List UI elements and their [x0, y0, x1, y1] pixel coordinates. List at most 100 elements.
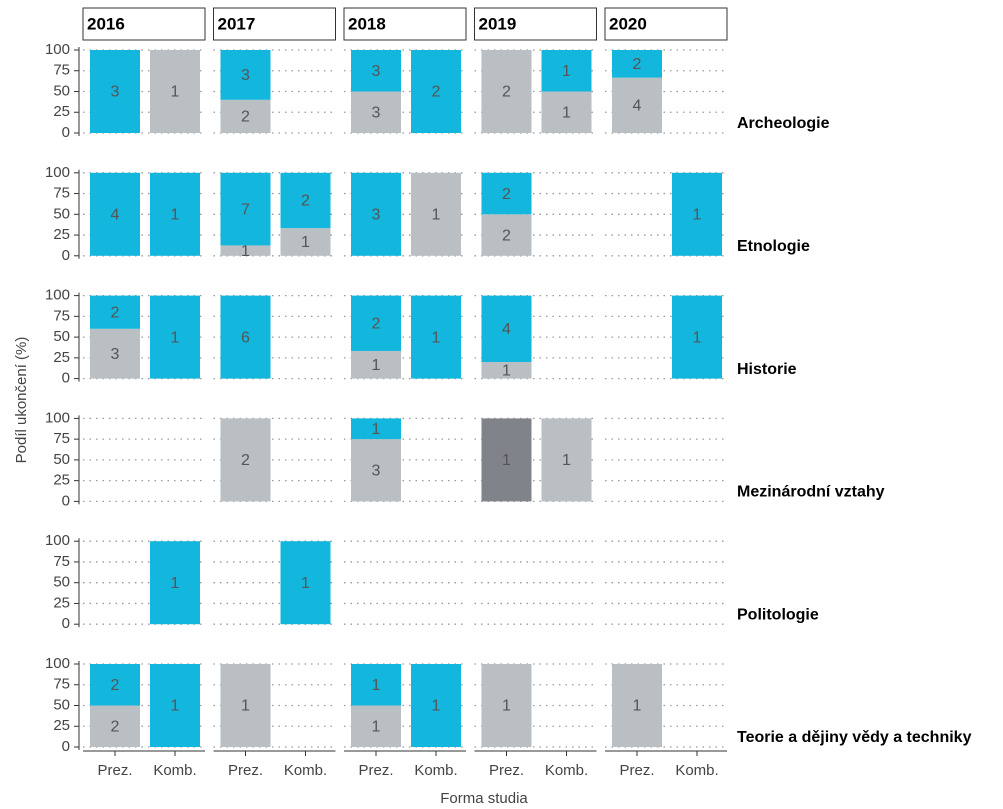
- count-label: 1: [372, 357, 381, 374]
- bar-segment: [481, 295, 532, 362]
- y-tick-label: 25: [53, 717, 70, 734]
- facet-label: 2019: [479, 14, 517, 33]
- count-label: 1: [171, 207, 180, 224]
- y-axis-title: Podíl ukončení (%): [13, 337, 30, 464]
- bar-segment: [220, 99, 271, 133]
- count-label: 1: [301, 575, 310, 592]
- count-label: 4: [111, 207, 120, 224]
- count-label: 3: [372, 104, 381, 121]
- x-axis-title: Forma studia: [440, 790, 528, 807]
- bar-segment: [481, 214, 532, 256]
- x-tick-label: Prez.: [228, 762, 263, 779]
- bar-segment: [541, 418, 592, 502]
- y-tick-label: 75: [53, 430, 70, 447]
- count-label: 1: [562, 104, 571, 121]
- bar-segment: [411, 172, 461, 256]
- row-label: Mezinárodní vztahy: [737, 484, 885, 501]
- count-label: 2: [432, 84, 441, 101]
- count-label: 3: [241, 67, 250, 84]
- bar-segment: [90, 172, 140, 256]
- bar-segment: [90, 664, 140, 706]
- count-label: 2: [241, 109, 250, 126]
- bar-segment: [150, 172, 200, 256]
- y-tick-label: 100: [45, 164, 70, 181]
- y-tick-label: 0: [62, 615, 70, 632]
- count-label: 1: [562, 63, 571, 80]
- count-label: 3: [111, 84, 120, 101]
- x-tick-label: Komb.: [414, 762, 457, 779]
- bar-segment: [90, 295, 140, 329]
- count-label: 1: [241, 243, 250, 260]
- count-label: 1: [502, 452, 511, 469]
- y-tick-label: 75: [53, 62, 70, 79]
- bar-segment: [612, 50, 662, 78]
- bar-segment: [351, 439, 401, 502]
- y-tick-label: 75: [53, 676, 70, 693]
- x-tick-label: Komb.: [675, 762, 718, 779]
- count-label: 1: [502, 698, 511, 715]
- count-label: 3: [372, 207, 381, 224]
- facet-label: 2016: [87, 14, 125, 33]
- count-label: 1: [171, 575, 180, 592]
- bar-segment: [481, 418, 532, 502]
- bar-segment: [280, 172, 331, 229]
- facet-strip: [343, 7, 467, 41]
- y-tick-label: 25: [53, 472, 70, 489]
- bar-segment: [411, 50, 461, 133]
- bar-segment: [672, 295, 722, 379]
- bar-segment: [220, 50, 271, 100]
- count-label: 2: [111, 677, 120, 694]
- y-tick-label: 0: [62, 492, 70, 509]
- count-label: 2: [111, 304, 120, 321]
- row-label: Teorie a dějiny vědy a techniky: [737, 729, 972, 746]
- count-label: 1: [432, 207, 441, 224]
- y-tick-label: 25: [53, 226, 70, 243]
- y-tick-label: 50: [53, 328, 70, 345]
- bar-segment: [220, 172, 271, 246]
- bar-segment: [150, 50, 200, 133]
- bar-segment: [411, 664, 461, 747]
- bar-segment: [351, 705, 401, 747]
- row-label: Etnologie: [737, 238, 810, 255]
- bar-segment: [481, 50, 532, 133]
- count-label: 3: [111, 346, 120, 363]
- bar-segment: [90, 50, 140, 133]
- bar-segment: [612, 77, 662, 133]
- count-label: 1: [241, 698, 250, 715]
- facet-label: 2020: [609, 14, 647, 33]
- y-tick-label: 50: [53, 696, 70, 713]
- facet-strip: [474, 7, 597, 41]
- count-label: 2: [241, 452, 250, 469]
- count-label: 1: [502, 363, 511, 380]
- count-label: 7: [241, 201, 250, 218]
- bar-segment: [612, 664, 662, 747]
- bar-segment: [280, 228, 331, 256]
- bar-segment: [411, 295, 461, 379]
- count-label: 2: [502, 227, 511, 244]
- bar-segment: [150, 295, 200, 379]
- row-label: Historie: [737, 361, 797, 378]
- bar-segment: [351, 172, 401, 256]
- x-tick-label: Komb.: [153, 762, 196, 779]
- bar-segment: [90, 705, 140, 747]
- x-tick-label: Prez.: [358, 762, 393, 779]
- y-tick-label: 100: [45, 41, 70, 58]
- bar-segment: [150, 541, 200, 625]
- x-tick-label: Prez.: [97, 762, 132, 779]
- bar-segment: [481, 362, 532, 379]
- y-tick-label: 0: [62, 370, 70, 387]
- y-tick-label: 100: [45, 287, 70, 304]
- count-label: 3: [372, 63, 381, 80]
- count-label: 2: [111, 718, 120, 735]
- y-tick-label: 50: [53, 205, 70, 222]
- bar-segment: [351, 418, 401, 440]
- x-tick-label: Prez.: [619, 762, 654, 779]
- bar-segment: [351, 50, 401, 92]
- y-tick-label: 25: [53, 103, 70, 120]
- y-tick-label: 75: [53, 185, 70, 202]
- bar-segment: [541, 50, 592, 92]
- y-tick-label: 50: [53, 82, 70, 99]
- bar-segment: [220, 418, 271, 502]
- y-tick-label: 50: [53, 574, 70, 591]
- facet-strip: [213, 7, 336, 41]
